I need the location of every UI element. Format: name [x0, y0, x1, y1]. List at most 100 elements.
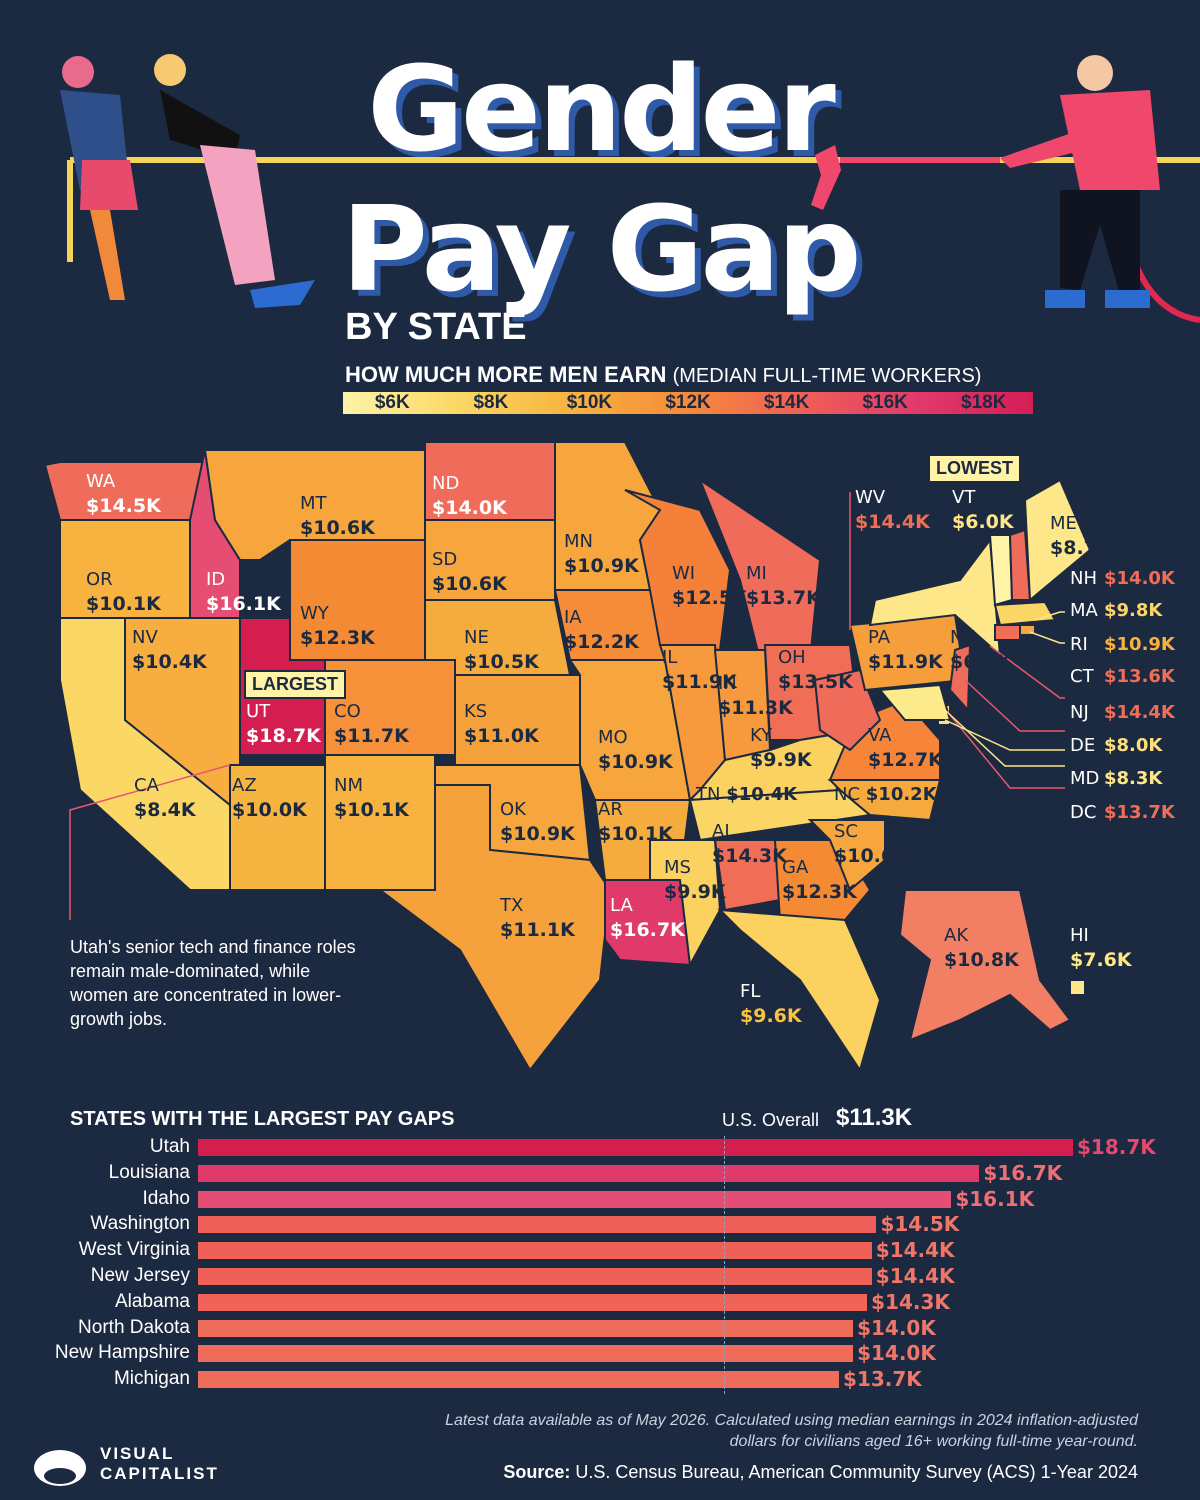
person-pants [200, 145, 275, 285]
state-value-MA: $9.8K [1104, 600, 1163, 621]
state-code: WA [86, 471, 116, 492]
state-value: $10.1K [598, 823, 673, 845]
state-MD [878, 683, 952, 721]
bar [198, 1293, 868, 1311]
state-label-WA: WA $14.5K [86, 470, 161, 518]
state-value: $8.4K [134, 799, 196, 821]
source-text: U.S. Census Bureau, American Community S… [575, 1462, 1138, 1482]
person-legs [90, 210, 125, 300]
state-AK [898, 889, 1072, 1042]
bar-row: New Hampshire $14.0K [0, 1341, 1200, 1365]
state-value-DC: $13.7K [1104, 802, 1175, 823]
state-label-VA: VA $12.7K [868, 724, 943, 772]
visual-capitalist-logo: VISUAL CAPITALIST [32, 1444, 232, 1488]
state-value: $13.7K [746, 587, 821, 609]
state-label-PA: PA $11.9K [868, 626, 943, 674]
leader-line [949, 714, 1065, 789]
state-code-MD: MD [1070, 768, 1100, 789]
state-label-UT: UT $18.7K [246, 700, 321, 748]
bar-label: Washington [90, 1213, 190, 1235]
state-code: NM [334, 775, 363, 796]
state-code: VA [868, 725, 892, 746]
state-value: $11.9K [868, 651, 943, 673]
state-code: WY [300, 603, 329, 624]
state-label-ME: ME $8.7K [1050, 512, 1112, 560]
bar-label: Idaho [142, 1187, 190, 1209]
subtitle-bold: HOW MUCH MORE MEN EARN [345, 362, 667, 387]
person-head [62, 56, 94, 88]
leader-line [69, 764, 231, 920]
bar-value-label: $13.7K [843, 1367, 922, 1392]
state-VT [988, 534, 1014, 607]
state-label-OR: OR $10.1K [86, 568, 161, 616]
state-value: $10.1K [86, 593, 161, 615]
bar-row: Louisiana $16.7K [0, 1161, 1200, 1185]
state-code: NY [950, 627, 975, 648]
person-body [160, 90, 240, 160]
bar [198, 1371, 840, 1389]
state-value: $10.1K [334, 799, 409, 821]
leader-line [964, 679, 1065, 732]
bar-row: Utah $18.7K [0, 1135, 1200, 1159]
state-label-IN: IN $11.3K [718, 672, 793, 720]
state-value: $11.9K [662, 671, 737, 693]
state-label-NY: NY $6.2K [950, 626, 1012, 674]
state-label-OK: OK $10.9K [500, 798, 575, 846]
state-value-NH: $14.0K [1104, 568, 1175, 589]
bar-value-label: $16.7K [983, 1160, 1063, 1185]
state-value: $12.3K [782, 881, 857, 903]
state-MA [993, 600, 1057, 627]
state-value: $13.5K [778, 671, 853, 693]
state-NJ [948, 643, 972, 713]
color-legend: $6K $8K $10K $12K $14K $16K $18K [343, 392, 1033, 414]
state-code-MA: MA [1070, 600, 1098, 621]
state-label-NV: NV $10.4K [132, 626, 207, 674]
bar-chart-title: STATES WITH THE LARGEST PAY GAPS [70, 1108, 455, 1130]
us-overall-label: U.S. Overall [722, 1110, 820, 1130]
state-value: $10.8K [944, 949, 1019, 971]
state-code: AK [944, 925, 969, 946]
state-value: $9.6K [740, 1005, 802, 1027]
state-value: $14.5K [86, 495, 161, 517]
state-code: FL [740, 981, 761, 1002]
bar-label: Utah [149, 1136, 190, 1157]
state-WV [813, 668, 882, 752]
subtitle-light: (MEDIAN FULL-TIME WORKERS) [672, 365, 982, 387]
footnote: Latest data available as of May 2026. Ca… [445, 1412, 1138, 1450]
legend-label: $8K [473, 392, 509, 413]
legend-label: $6K [374, 392, 410, 413]
state-code: MS [664, 857, 691, 878]
state-label-CO: CO $11.7K [334, 700, 409, 748]
bar-label: New Jersey [90, 1265, 190, 1286]
state-code: SD [432, 549, 458, 570]
state-value: $11.7K [334, 725, 409, 747]
state-value: $14.0K [432, 497, 507, 519]
state-CT [994, 624, 1021, 641]
state-value: $10.9K [598, 751, 673, 773]
state-label-KY: KY $9.9K [750, 724, 812, 772]
state-code: AZ [232, 775, 257, 796]
bar-value-label: $14.5K [880, 1212, 960, 1237]
state-label-MS: MS $9.9K [664, 856, 726, 904]
state-label-GA: GA $12.3K [782, 856, 857, 904]
legend-label: $16K [862, 392, 908, 413]
state-value: $11.0K [464, 725, 539, 747]
bar-row: Alabama $14.3K [0, 1290, 1200, 1314]
state-label-HI: HI $7.6K [1070, 924, 1132, 972]
source-label: Source: [503, 1462, 571, 1482]
state-code: NV [132, 627, 158, 648]
state-label-MT: MT $10.6K [300, 492, 375, 540]
state-code: SC [834, 821, 858, 842]
bar [198, 1164, 980, 1182]
state-code-NJ: NJ [1070, 702, 1089, 723]
state-code: MO [598, 727, 628, 748]
state-code: KS [464, 701, 488, 722]
leader-line [944, 709, 1065, 767]
state-value: $11.1K [500, 919, 575, 941]
state-code-CT: CT [1070, 666, 1094, 687]
state-value: $9.9K [664, 881, 726, 903]
state-code: VT [952, 487, 976, 508]
state-label-SD: SD $10.6K [432, 548, 507, 596]
state-value: $16.7K [610, 919, 685, 941]
state-value: $10.4K [726, 784, 798, 805]
